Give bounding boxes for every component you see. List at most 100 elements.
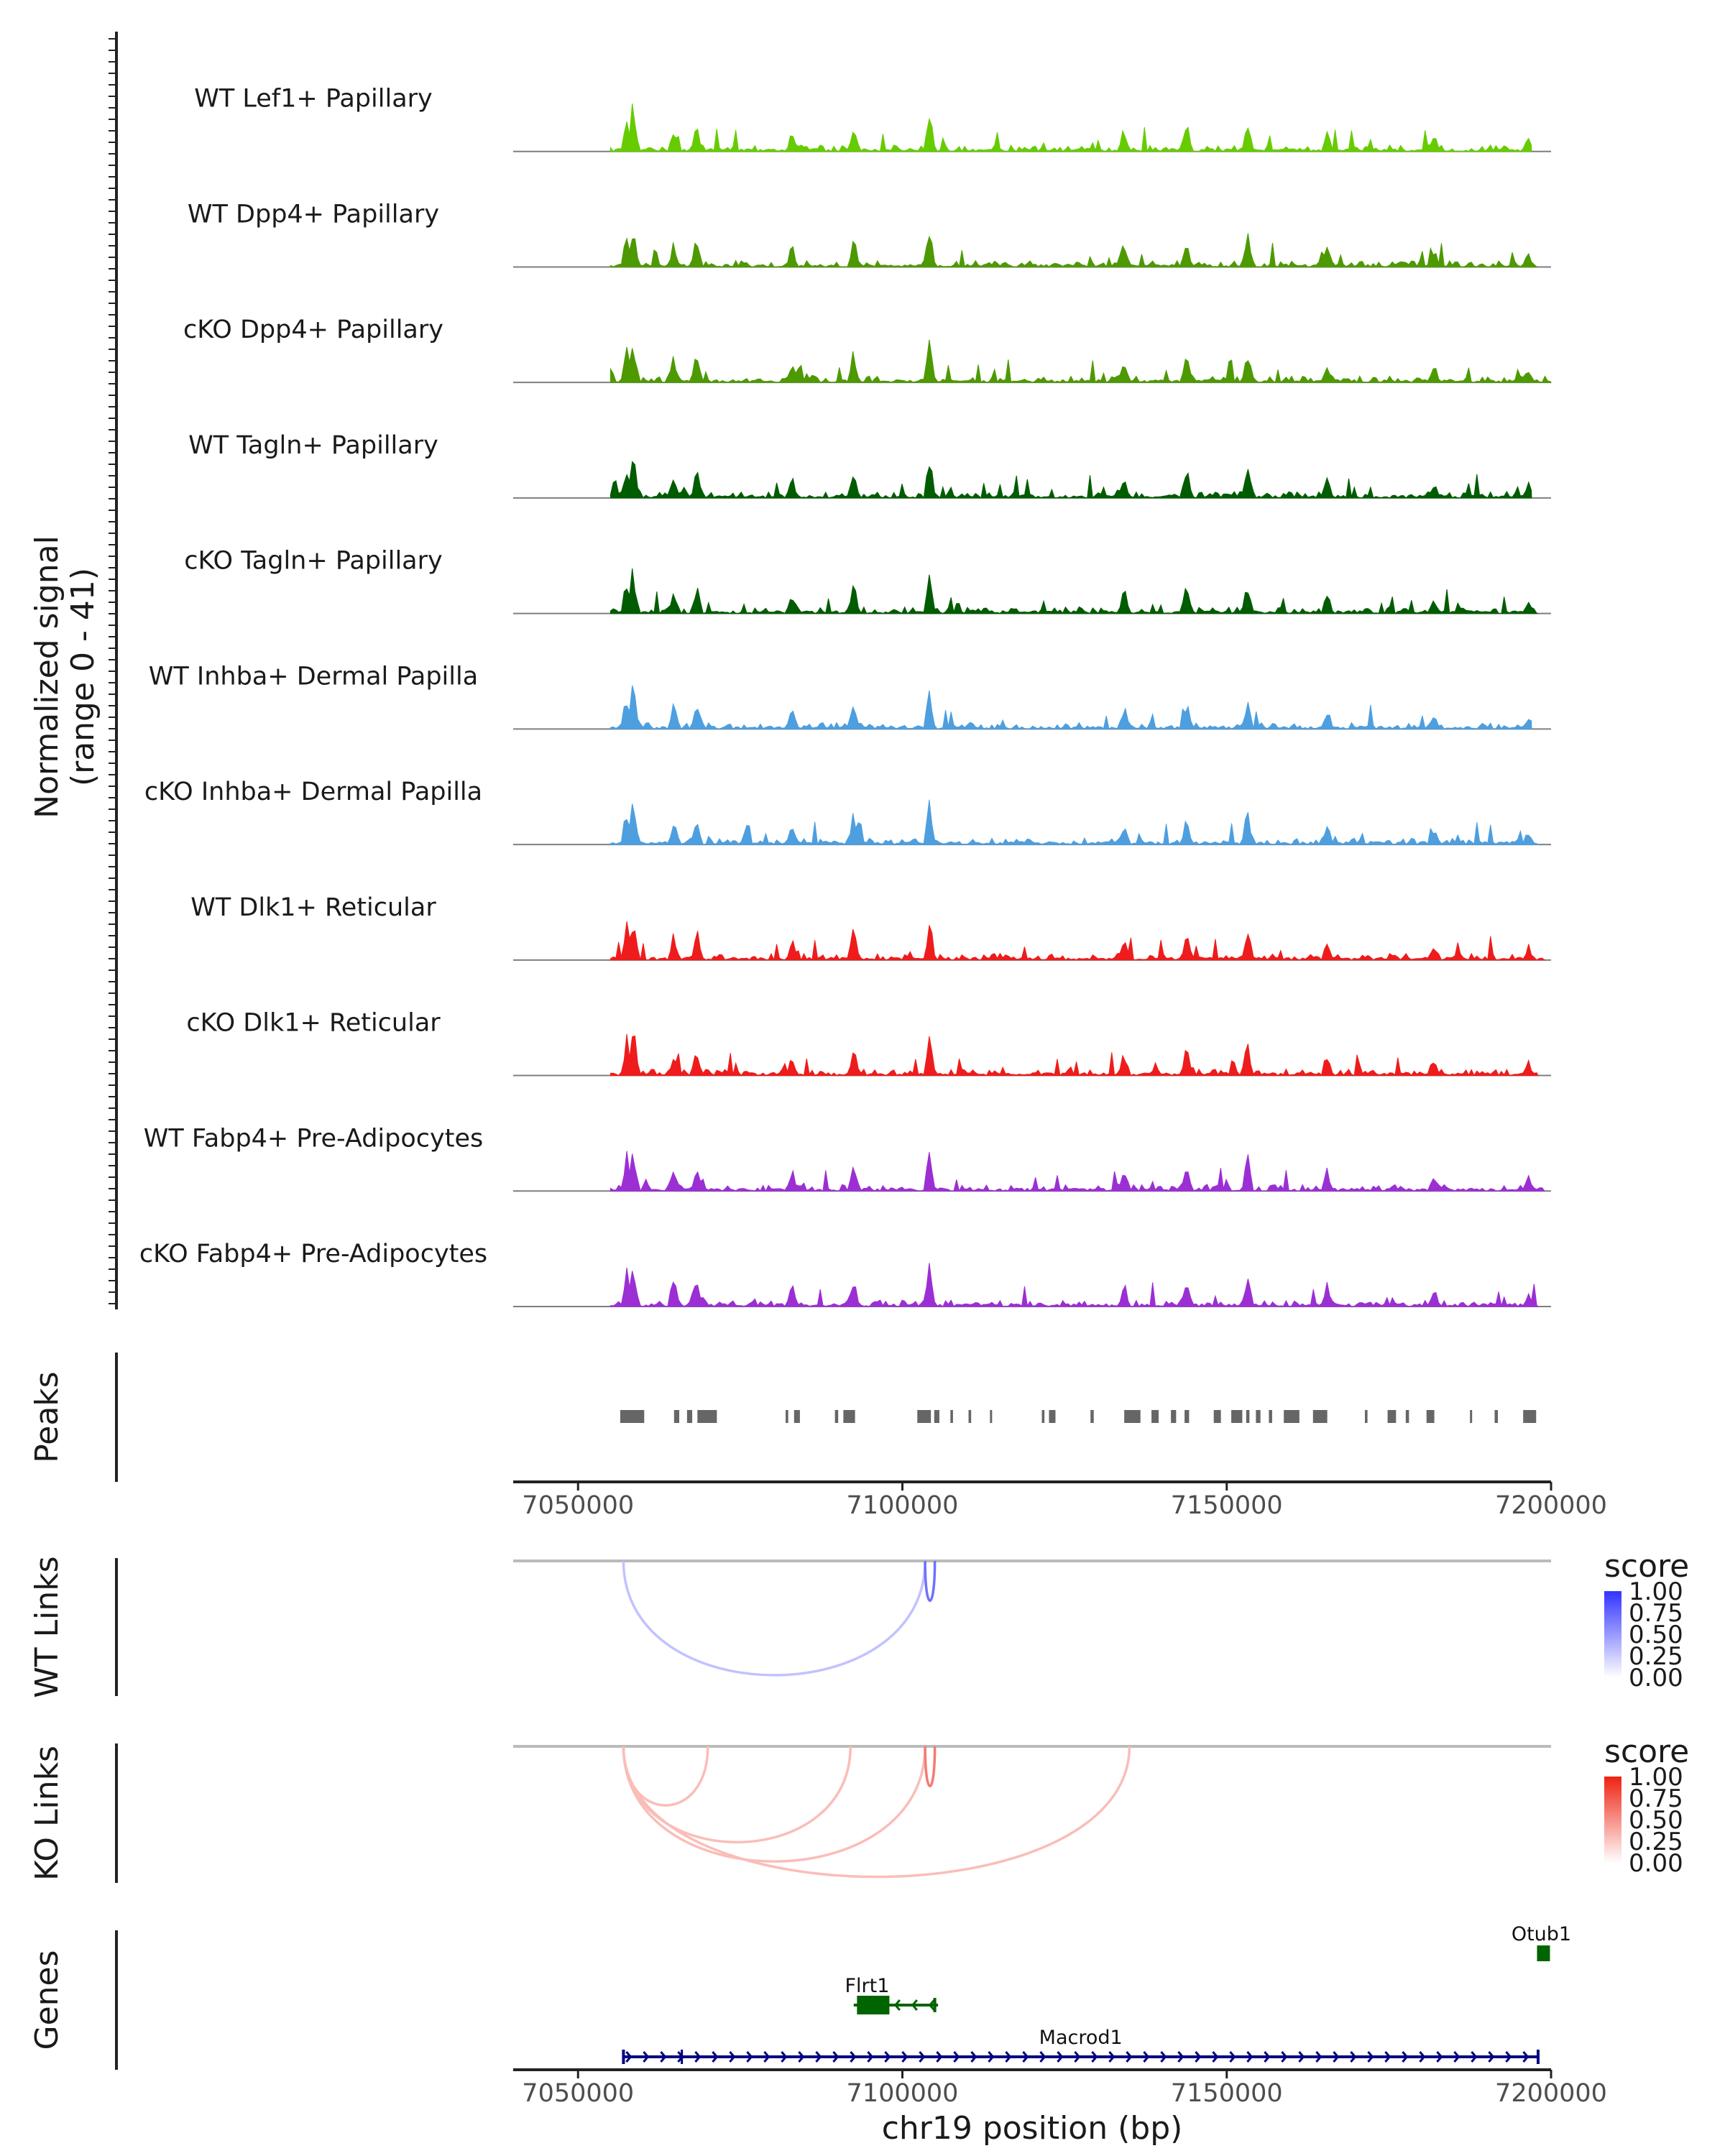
coverage-track-signal [610,568,1538,614]
coverage-track-signal [610,339,1552,383]
gene-strand-arrow [1229,2051,1236,2063]
link-arc [622,1746,1131,1879]
peak-region [1470,1410,1473,1423]
peak-region [934,1410,939,1423]
peak-region [1494,1410,1498,1423]
coverage-track-label: cKO Dlk1+ Reticular [186,1009,441,1038]
coverage-track-label: cKO Dpp4+ Papillary [183,315,443,344]
coverage-track-label: WT Dlk1+ Reticular [190,893,436,922]
legend-colorbar [1604,1777,1622,1863]
coverage-track: cKO Tagln+ Papillary [184,547,1551,614]
gene-strand-arrow [1281,2051,1288,2063]
link-arc [622,1560,926,1677]
gene-strand-arrow [1402,2051,1409,2063]
legend-tick-label: 0.50 [1629,1621,1683,1649]
legend-title: score [1604,1548,1689,1585]
peak-region [1231,1410,1243,1423]
gene-strand-arrow [1453,2051,1460,2063]
gene-strand-arrow [1315,2051,1322,2063]
gene-label: Macrod1 [1039,2027,1123,2049]
coverage-track-signal [610,1263,1540,1307]
legend-colorbar [1604,1591,1622,1677]
bottom-x-axis-tick-label: 7050000 [522,2079,634,2108]
gene-strand-arrow [928,1999,935,2011]
gene-strand-arrow [970,2051,978,2063]
peak-region [950,1410,953,1423]
peak-region [1184,1410,1190,1423]
gene-strand-arrow [936,2051,943,2063]
gene-strand-arrow [1522,2051,1530,2063]
gene-strand-arrow [911,1999,918,2011]
gene-label: Flrt1 [845,1975,890,1997]
coverage-track: WT Tagln+ Papillary [188,431,1551,499]
coverage-track: WT Dlk1+ Reticular [190,893,1551,962]
peak-region [968,1410,972,1423]
coverage-track-signal [610,685,1532,730]
gene-strand-arrow [919,2051,926,2063]
coverage-track: cKO Dlk1+ Reticular [186,1009,1551,1077]
coverage-track-signal [610,1151,1545,1192]
links-label: KO Links [29,1746,65,1881]
peak-region [786,1410,788,1423]
legend-tick-label: 0.00 [1629,1664,1683,1692]
coverage-track-label: cKO Tagln+ Papillary [184,547,443,576]
x-axis-tick-label: 7050000 [522,1491,634,1520]
link-arc [622,1746,926,1863]
peak-region [1049,1410,1056,1423]
coverage-track-signal [610,461,1532,499]
gene-strand-arrow [746,2051,753,2063]
peak-region [1405,1410,1409,1423]
coverage-track: WT Fabp4+ Pre-Adipocytes [144,1124,1551,1192]
coverage-track: cKO Fabp4+ Pre-Adipocytes [139,1240,1551,1307]
gene-strand-arrow [643,2051,650,2063]
link-arc [924,1560,937,1602]
gene-strand-arrow [729,2051,736,2063]
legend-tick-label: 0.25 [1629,1828,1683,1856]
gene-strand-arrow [1436,2051,1443,2063]
gene-strand-arrow [1298,2051,1305,2063]
gene-strand-arrow [660,2051,667,2063]
gene-strand-arrow [1264,2051,1271,2063]
gene-strand-arrow [1022,2051,1029,2063]
genes-panel: Genes Macrod1 Flrt1 Otub1 7050000 7100000 7150… [29,1923,1607,2147]
gene-strand-arrow [1177,2051,1184,2063]
peak-region [990,1410,993,1423]
x-axis-tick-label: 7100000 [847,1491,959,1520]
legend-tick-label: 0.00 [1629,1849,1683,1878]
peak-region [1269,1410,1272,1423]
gene-exon [1537,1945,1550,1961]
gene: Flrt1 [845,1975,939,2014]
gene-strand-arrow [1160,2051,1167,2063]
coverage-track: WT Dpp4+ Papillary [188,200,1551,268]
gene-strand-arrow [1005,2051,1012,2063]
gene-strand-arrow [1488,2051,1495,2063]
peak-region [794,1410,800,1423]
x-axis-tick-label: 7200000 [1495,1491,1607,1520]
gene-strand-arrow [1246,2051,1254,2063]
gene-strand-arrow [867,2051,874,2063]
peak-region [1151,1410,1159,1423]
peak-region [1284,1410,1300,1423]
peak-region [1124,1410,1141,1423]
peak-region [834,1410,839,1423]
gene-strand-arrow [781,2051,788,2063]
gene-strand-arrow [1505,2051,1512,2063]
coverage-track: cKO Inhba+ Dermal Papilla [144,778,1551,846]
coverage-track-signal [610,1033,1539,1077]
peak-region [843,1410,855,1423]
gene: Otub1 [1512,1923,1571,1961]
coverage-track: WT Lef1+ Papillary [194,85,1551,153]
coverage-track-label: WT Fabp4+ Pre-Adipocytes [144,1124,483,1153]
coverage-track-signal [610,233,1538,268]
peak-region [1387,1410,1397,1423]
peak-region [686,1410,693,1423]
gene-strand-arrow [884,2051,891,2063]
gene-strand-arrow [1333,2051,1340,2063]
coverage-track-label: WT Dpp4+ Papillary [188,200,439,229]
coverage-track-label: cKO Inhba+ Dermal Papilla [144,778,482,806]
peaks-panel: Peaks 7050000 7100000 7150000 7200000 [29,1353,1607,1520]
